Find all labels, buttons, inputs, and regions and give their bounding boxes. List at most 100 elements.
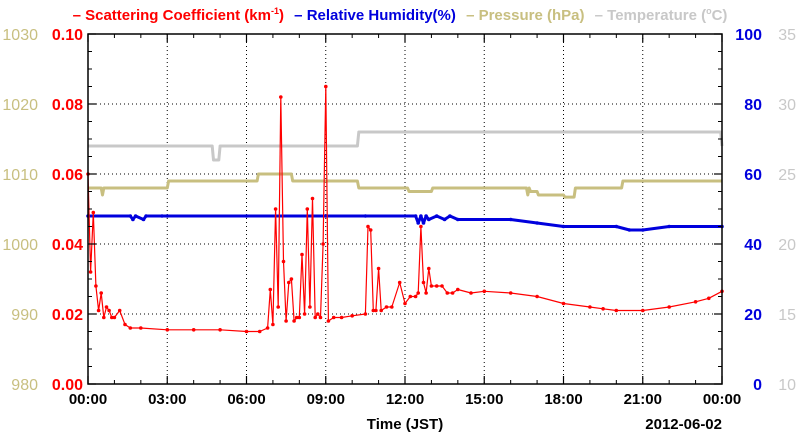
legend-pressure: – Pressure (hPa) (466, 7, 585, 24)
data-point-scattering (318, 315, 323, 320)
data-point-humidity (427, 217, 431, 222)
data-point-scattering (257, 329, 262, 334)
x-axis-label: Time (JST) (367, 416, 443, 433)
data-point-scattering (445, 291, 450, 295)
x-tick-label: 00:00 (69, 391, 107, 408)
data-point-scattering (424, 291, 428, 295)
data-point-humidity (434, 214, 439, 218)
left-inner-tick-label: 0.08 (52, 97, 83, 114)
x-tick-label: 18:00 (544, 391, 582, 408)
x-tick-label: 03:00 (148, 391, 186, 408)
right-inner-tick-label: 0 (753, 377, 762, 394)
data-point-scattering (588, 305, 592, 309)
data-point-scattering (99, 291, 103, 295)
data-point-scattering (139, 326, 143, 330)
left-outer-tick-label: 990 (11, 307, 38, 324)
data-point-scattering (88, 270, 93, 274)
data-point-scattering (561, 301, 566, 306)
data-point-humidity (424, 214, 428, 218)
date-label: 2012-06-02 (645, 416, 722, 433)
data-point-scattering (421, 280, 426, 285)
data-point-scattering (218, 328, 222, 332)
right-outer-tick-label: 25 (778, 167, 796, 184)
right-inner-tick-label: 60 (744, 167, 762, 184)
data-point-humidity (141, 217, 146, 222)
data-point-humidity (627, 228, 632, 232)
data-point-scattering (469, 291, 473, 295)
data-point-scattering (379, 308, 384, 313)
series-line-pressure (88, 172, 722, 199)
data-point-scattering (641, 308, 645, 313)
left-outer-tick-label: 1030 (2, 27, 38, 44)
axes-layer: 00:00 03:00 06:00 09:00 12:00 15:00 18:00 21:00… (2, 27, 796, 408)
data-point-scattering (297, 315, 302, 320)
right-outer-tick-label: 35 (778, 27, 796, 44)
left-outer-tick-label: 1020 (2, 97, 38, 114)
data-point-scattering (289, 277, 294, 281)
data-point-scattering (508, 291, 513, 295)
data-point-scattering (339, 315, 344, 320)
data-point-scattering (482, 289, 487, 294)
data-point-scattering (271, 322, 275, 327)
data-point-scattering (693, 300, 698, 304)
right-outer-tick-label: 20 (778, 237, 796, 254)
x-tick-label: 21:00 (624, 391, 662, 408)
data-point-scattering (331, 315, 336, 320)
data-point-scattering (112, 315, 117, 320)
data-point-scattering (273, 207, 278, 211)
x-tick-label: 15:00 (465, 391, 503, 408)
data-point-humidity (131, 217, 135, 222)
data-point-humidity (363, 214, 368, 218)
left-inner-tick-label: 0.00 (52, 377, 83, 394)
data-point-scattering (294, 315, 299, 320)
data-point-scattering (292, 319, 296, 323)
data-point-humidity (413, 214, 418, 218)
left-inner-tick-label: 0.10 (52, 27, 83, 44)
data-point-scattering (302, 312, 307, 316)
data-point-scattering (390, 305, 394, 309)
data-point-scattering (104, 305, 109, 309)
left-outer-tick-label: 1010 (2, 167, 38, 184)
right-inner-tick-label: 40 (744, 237, 762, 254)
data-point-scattering (363, 312, 368, 316)
data-point-scattering (244, 329, 249, 334)
x-tick-label: 00:00 (703, 391, 741, 408)
data-point-scattering (707, 296, 711, 301)
data-point-scattering (316, 312, 320, 316)
data-point-scattering (324, 84, 328, 89)
right-outer-tick-label: 30 (778, 97, 796, 114)
series-layer (86, 84, 724, 334)
data-point-scattering (667, 305, 671, 309)
data-point-humidity (442, 217, 447, 222)
data-point-scattering (429, 284, 434, 288)
right-outer-tick-label: 15 (778, 307, 796, 324)
data-point-humidity (508, 217, 513, 222)
data-point-scattering (384, 305, 389, 309)
data-point-scattering (416, 291, 421, 295)
data-point-humidity (614, 224, 619, 229)
data-point-scattering (305, 207, 310, 211)
data-point-scattering (427, 266, 431, 271)
legend-temperature: – Temperature (oC) (594, 6, 728, 24)
data-point-scattering (403, 301, 407, 306)
data-point-scattering (110, 315, 114, 320)
data-point-scattering (535, 294, 539, 299)
data-point-humidity (419, 214, 423, 218)
data-point-humidity (244, 214, 249, 218)
data-point-humidity (128, 214, 133, 218)
data-point-scattering (450, 291, 455, 295)
data-point-scattering (279, 95, 283, 99)
left-outer-tick-label: 980 (11, 377, 38, 394)
data-point-scattering (308, 305, 312, 309)
left-inner-tick-label: 0.02 (52, 307, 83, 324)
data-point-scattering (326, 319, 331, 323)
data-point-scattering (284, 319, 288, 323)
x-tick-label: 09:00 (307, 391, 345, 408)
data-point-scattering (374, 308, 378, 313)
data-point-humidity (421, 221, 426, 225)
data-point-scattering (287, 280, 291, 285)
data-point-scattering (265, 326, 270, 330)
data-point-humidity (133, 214, 138, 218)
series-line-temperature (88, 130, 724, 162)
